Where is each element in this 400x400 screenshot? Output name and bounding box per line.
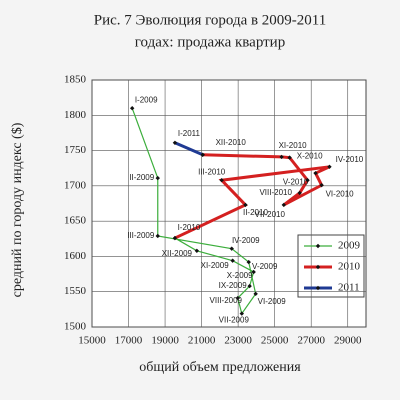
point-marker: [247, 283, 252, 289]
point-label: II-2010: [243, 208, 268, 217]
x-tick-label: 25000: [261, 335, 289, 347]
point-label: VIII-2009: [210, 296, 243, 305]
point-marker: [172, 140, 178, 146]
legend-marker: [315, 285, 321, 291]
x-tick-label: 19000: [151, 335, 179, 347]
point-marker: [287, 155, 292, 160]
point-label: X-2009: [227, 271, 253, 280]
chart-title: годах: продажа квартир: [135, 34, 285, 50]
point-marker: [253, 291, 258, 297]
point-marker: [194, 248, 200, 253]
point-marker: [297, 190, 302, 196]
legend-label: 2010: [338, 261, 361, 273]
point-marker: [327, 164, 332, 170]
point-marker: [246, 259, 251, 265]
point-label: V-2010: [283, 177, 309, 186]
point-label: VIII-2010: [259, 188, 292, 197]
point-label: III-2009: [127, 231, 155, 240]
point-marker: [279, 154, 284, 160]
point-label: I-2009: [135, 95, 158, 104]
point-marker: [239, 311, 244, 316]
point-marker: [155, 233, 160, 239]
point-label: X-2010: [297, 152, 323, 161]
point-marker: [172, 235, 178, 241]
point-label: IX-2009: [219, 281, 248, 290]
point-label: XII-2010: [216, 138, 247, 147]
x-tick-label: 23000: [224, 335, 252, 347]
point-marker: [281, 202, 286, 208]
point-label: IV-2010: [336, 155, 364, 164]
point-marker: [319, 182, 324, 188]
point-marker: [230, 258, 235, 263]
x-tick-label: 27000: [297, 335, 325, 347]
point-marker: [313, 170, 318, 176]
point-marker: [229, 246, 234, 251]
point-label: XI-2010: [279, 141, 308, 150]
point-marker: [235, 295, 240, 301]
point-marker: [251, 269, 256, 275]
x-tick-label: 29000: [334, 335, 362, 347]
point-marker: [219, 178, 224, 183]
x-tick-label: 21000: [188, 335, 216, 347]
y-tick-label: 1550: [64, 285, 87, 297]
point-marker: [200, 152, 205, 158]
y-tick-label: 1800: [64, 109, 87, 121]
y-tick-label: 1700: [64, 179, 87, 191]
point-marker: [305, 178, 310, 183]
point-marker: [155, 175, 160, 181]
point-label: V-2009: [252, 262, 278, 271]
point-label: VII-2010: [255, 210, 286, 219]
y-tick-label: 1850: [64, 74, 87, 86]
point-label: I-2010: [178, 223, 201, 232]
point-label: VI-2010: [326, 189, 355, 198]
legend-marker: [315, 264, 321, 270]
y-tick-label: 1500: [64, 321, 87, 333]
y-tick-label: 1650: [64, 215, 87, 227]
x-axis-label: общий объем предложения: [139, 360, 301, 375]
point-label: III-2010: [198, 167, 226, 176]
point-label: I-2011: [178, 129, 201, 138]
point-label: VII-2009: [219, 316, 250, 325]
point-marker: [243, 202, 248, 208]
point-marker: [129, 106, 135, 111]
x-tick-label: 15000: [78, 335, 106, 347]
y-axis-label: средний по городу индекс ($): [10, 122, 25, 297]
chart-title: Рис. 7 Эволюция города в 2009-2011: [94, 12, 327, 28]
point-label: XI-2009: [201, 261, 230, 270]
y-tick-label: 1750: [64, 144, 87, 156]
point-label: IV-2009: [232, 236, 260, 245]
y-tick-label: 1600: [64, 250, 87, 262]
point-label: XII-2009: [162, 249, 193, 258]
point-label: II-2009: [129, 173, 154, 182]
legend-marker: [315, 243, 321, 249]
legend-label: 2009: [338, 240, 361, 252]
x-tick-label: 17000: [115, 335, 143, 347]
series-line: [174, 141, 204, 157]
point-label: VI-2009: [258, 297, 287, 306]
legend-label: 2011: [338, 282, 360, 294]
